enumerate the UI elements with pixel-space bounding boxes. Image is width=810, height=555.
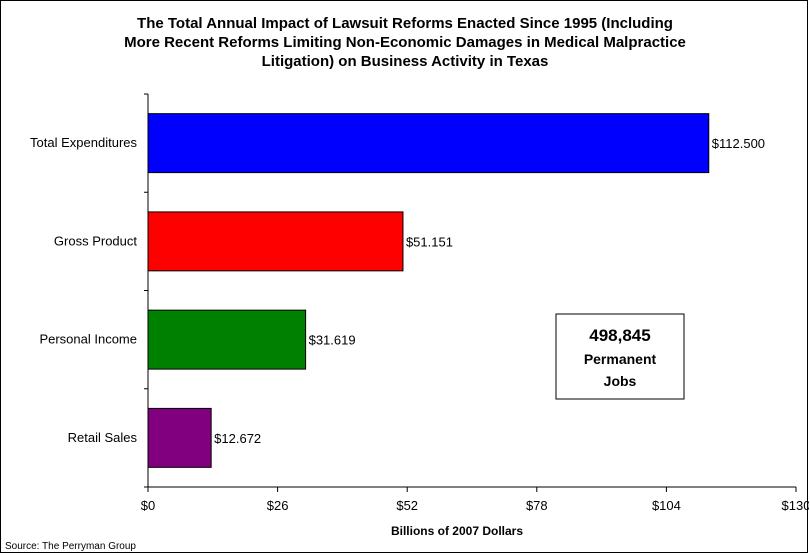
x-axis-ticks: $0 $26 $52 $78 $104 $130: [141, 487, 809, 513]
title-line-1: The Total Annual Impact of Lawsuit Refor…: [137, 15, 673, 32]
data-label: $112.500: [712, 136, 765, 151]
chart-title: The Total Annual Impact of Lawsuit Refor…: [124, 15, 686, 70]
data-label: $12.672: [214, 431, 261, 446]
title-line-2: More Recent Reforms Limiting Non-Economi…: [124, 34, 686, 51]
category-label: Gross Product: [54, 233, 137, 248]
jobs-callout: 498,845 Permanent Jobs: [555, 313, 685, 400]
callout-number: 498,845: [589, 326, 650, 345]
bar-personal-income: [147, 309, 307, 370]
y-axis-ticks: [144, 93, 148, 488]
bar-total-expenditures: [147, 113, 710, 174]
category-label: Retail Sales: [68, 430, 138, 445]
x-tick-label: $104: [652, 498, 681, 513]
x-tick-label: $130: [782, 498, 809, 513]
x-tick-label: $52: [396, 498, 418, 513]
callout-line-2: Jobs: [604, 373, 637, 389]
data-label: $31.619: [309, 333, 356, 348]
x-axis-title: Billions of 2007 Dollars: [391, 524, 523, 538]
callout-line-1: Permanent: [584, 351, 657, 367]
x-tick-label: $78: [526, 498, 548, 513]
x-tick-label: $26: [267, 498, 289, 513]
bar-retail-sales: [147, 407, 212, 468]
source-note: Source: The Perryman Group: [5, 541, 136, 552]
bar-gross-product: [147, 211, 404, 272]
bars: [147, 113, 710, 468]
data-label: $51.151: [406, 234, 453, 249]
callout-box: [555, 313, 685, 400]
category-label: Personal Income: [39, 332, 137, 347]
plot-area: Total Expenditures Gross Product Personal …: [30, 93, 809, 513]
category-label: Total Expenditures: [30, 135, 137, 150]
x-tick-label: $0: [141, 498, 155, 513]
category-labels: Total Expenditures Gross Product Personal …: [30, 135, 137, 445]
data-labels: $112.500 $51.151 $31.619 $12.672: [214, 136, 765, 446]
title-line-3: Litigation) on Business Activity in Texa…: [262, 53, 549, 70]
